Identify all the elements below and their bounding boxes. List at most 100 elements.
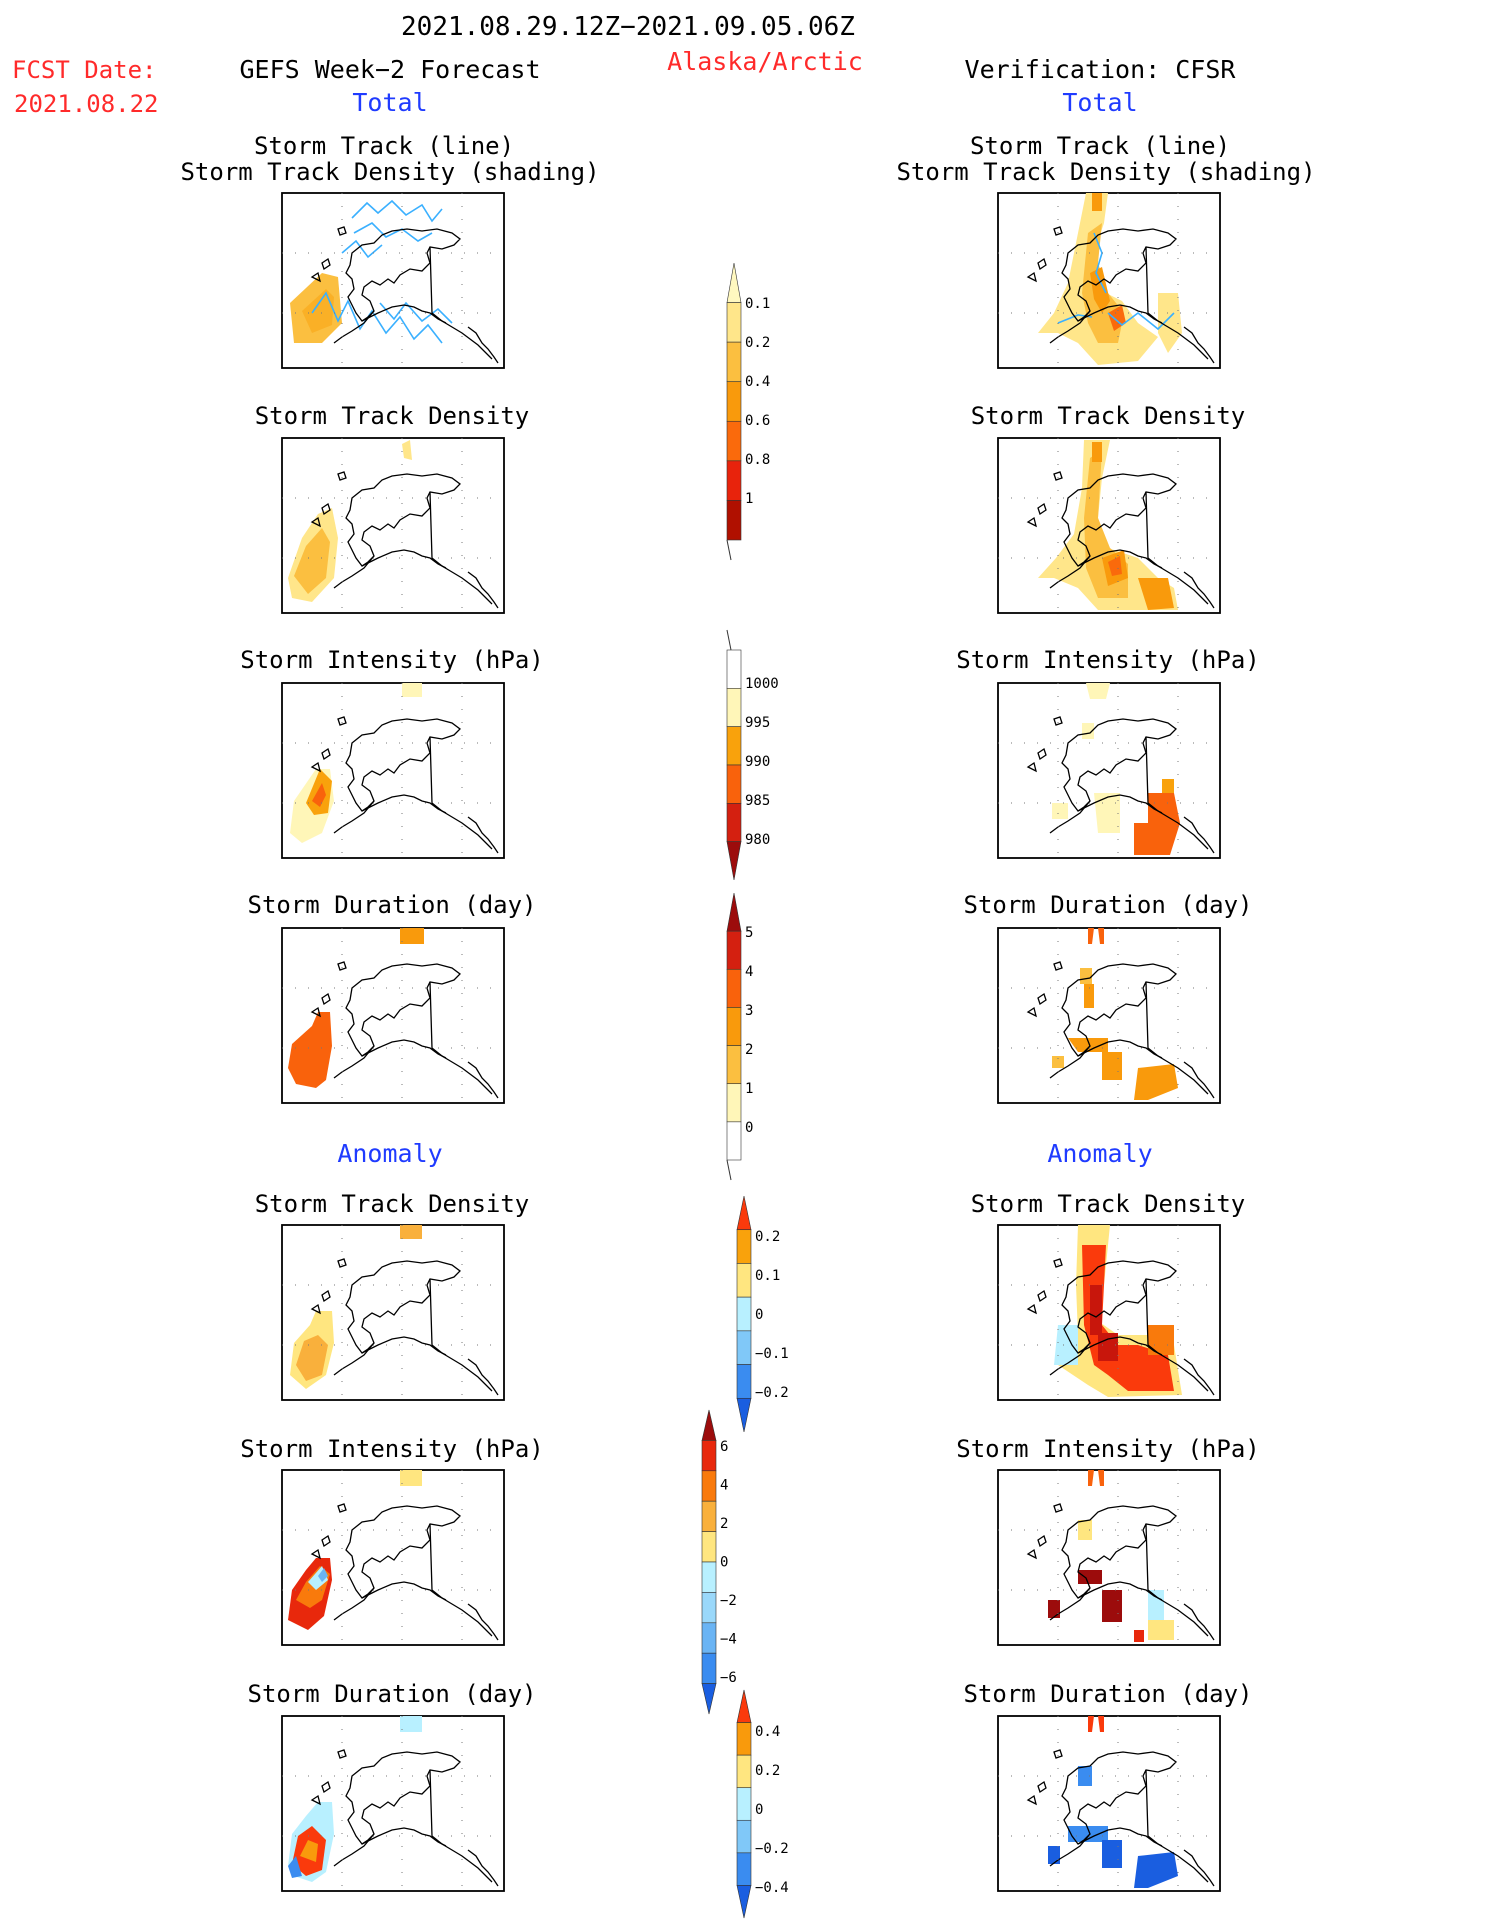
left-track-title-1: Storm Track (line) <box>254 132 514 160</box>
colorbar-tick-label: 2 <box>720 1516 728 1532</box>
density-total-colorbar: 0.1 0.2 0.4 0.6 0.8 1 <box>726 262 770 561</box>
right-anom-density-title: Storm Track Density <box>971 1190 1246 1218</box>
colorbar-tick-label: 990 <box>745 754 770 770</box>
right-anom-duration-map <box>997 1715 1221 1892</box>
colorbar-tick-label: 1000 <box>745 676 779 692</box>
left-anom-intensity-title: Storm Intensity (hPa) <box>240 1435 543 1463</box>
right-anom-intensity-map <box>997 1469 1221 1646</box>
left-title: GEFS Week−2 Forecast <box>239 55 540 84</box>
right-track-title-2: Storm Track Density (shading) <box>896 158 1315 186</box>
colorbar-segment <box>726 968 742 1008</box>
colorbar-tick-label: 995 <box>745 715 770 731</box>
colorbar-segment <box>701 1592 717 1624</box>
colorbar-segment <box>726 726 742 766</box>
colorbar-segment <box>701 1561 717 1593</box>
colorbar-tail <box>726 539 732 561</box>
right-intensity-title: Storm Intensity (hPa) <box>956 646 1259 674</box>
right-total-label: Total <box>1062 88 1137 117</box>
colorbar-segment <box>726 341 742 383</box>
colorbar-segment <box>726 1121 742 1161</box>
density-anomaly-colorbar: 0.2 0.1 0 −0.1 −0.2 <box>736 1195 789 1433</box>
colorbars: 0.10.20.40.60.8110009959909859805432100.… <box>701 262 789 1919</box>
colorbar-segment <box>726 930 742 970</box>
colorbar-tick-label: 980 <box>745 832 770 848</box>
colorbar-segment <box>736 1689 752 1723</box>
colorbar-tick-label: 0.1 <box>745 296 770 312</box>
colorbar-tick-label: 0.2 <box>755 1763 780 1779</box>
colorbar-segment <box>736 1263 752 1298</box>
left-anom-duration-title: Storm Duration (day) <box>248 1680 537 1708</box>
colorbar-segment <box>736 1722 752 1756</box>
colorbar-segment <box>701 1470 717 1502</box>
right-title: Verification: CFSR <box>965 55 1237 84</box>
colorbar-segment <box>726 381 742 422</box>
left-track-title-2: Storm Track Density (shading) <box>180 158 599 186</box>
right-anom-duration-title: Storm Duration (day) <box>964 1680 1253 1708</box>
colorbar-segment <box>736 1296 752 1332</box>
colorbar-segment <box>726 841 742 881</box>
colorbar-tick-label: 0.2 <box>755 1229 780 1245</box>
colorbar-segment <box>726 1007 742 1046</box>
right-duration-map <box>997 927 1221 1104</box>
colorbar-tick-label: 0.2 <box>745 335 770 351</box>
right-density-title: Storm Track Density <box>971 402 1246 430</box>
right-anom-intensity-title: Storm Intensity (hPa) <box>956 1435 1259 1463</box>
colorbar-tick-label: 0 <box>745 1120 753 1136</box>
fcst-date-label: FCST Date: <box>12 56 157 84</box>
colorbar-tail <box>726 629 732 651</box>
right-track-map <box>997 192 1221 369</box>
colorbar-tick-label: 6 <box>720 1439 728 1455</box>
colorbar-tick-label: 0.4 <box>755 1724 780 1740</box>
colorbar-tick-label: −6 <box>720 1670 737 1686</box>
colorbar-segment <box>726 649 742 689</box>
colorbar-segment <box>726 764 742 804</box>
colorbar-segment <box>726 803 742 842</box>
right-anom-density-map <box>997 1224 1221 1401</box>
left-anom-duration-map <box>281 1715 505 1892</box>
colorbar-segment <box>736 1787 752 1821</box>
colorbar-tick-label: 0.6 <box>745 413 770 429</box>
colorbar-tick-label: 3 <box>745 1003 753 1019</box>
colorbar-segment <box>701 1409 717 1441</box>
left-duration-map <box>281 927 505 1104</box>
colorbar-segment <box>701 1531 717 1563</box>
colorbar-segment <box>726 1083 742 1123</box>
colorbar-tick-label: 4 <box>745 964 753 980</box>
colorbar-tick-label: 1 <box>745 491 753 507</box>
colorbar-tick-label: 5 <box>745 925 753 941</box>
colorbar-tick-label: 4 <box>720 1478 728 1494</box>
colorbar-tick-label: 985 <box>745 793 770 809</box>
colorbar-segment <box>736 1229 752 1264</box>
duration-anomaly-colorbar: 0.4 0.2 0 −0.2 −0.4 <box>736 1689 789 1919</box>
colorbar-segment <box>701 1622 717 1654</box>
colorbar-tick-label: 0.1 <box>755 1268 780 1284</box>
colorbar-segment <box>726 460 742 501</box>
left-anom-intensity-map <box>281 1469 505 1646</box>
region-label: Alaska/Arctic <box>667 47 863 76</box>
intensity-anomaly-colorbar: 6 4 2 0 −2 −4 −6 <box>701 1409 737 1715</box>
right-anomaly-label: Anomaly <box>1047 1139 1152 1168</box>
colorbar-tick-label: 0 <box>755 1802 763 1818</box>
colorbar-segment <box>701 1500 717 1532</box>
colorbar-tick-label: 0.4 <box>745 374 770 390</box>
right-intensity-map <box>997 682 1221 859</box>
colorbar-tick-label: −4 <box>720 1632 737 1648</box>
left-track-map <box>281 192 505 369</box>
right-density-map <box>997 437 1221 614</box>
left-duration-title: Storm Duration (day) <box>248 891 537 919</box>
colorbar-tail <box>726 1159 732 1181</box>
colorbar-tick-label: −0.2 <box>755 1841 789 1857</box>
colorbar-tick-label: 1 <box>745 1081 753 1097</box>
colorbar-segment <box>726 262 742 303</box>
date-range: 2021.08.29.12Z−2021.09.05.06Z <box>401 12 855 42</box>
colorbar-tick-label: 2 <box>745 1042 753 1058</box>
colorbar-segment <box>736 1330 752 1365</box>
colorbar-segment <box>736 1754 752 1789</box>
left-anomaly-label: Anomaly <box>337 1139 442 1168</box>
colorbar-segment <box>736 1364 752 1399</box>
colorbar-tick-label: −0.1 <box>755 1346 789 1362</box>
intensity-total-colorbar: 1000 995 990 985 980 <box>726 629 779 881</box>
left-intensity-map <box>281 682 505 859</box>
colorbar-segment <box>736 1885 752 1919</box>
